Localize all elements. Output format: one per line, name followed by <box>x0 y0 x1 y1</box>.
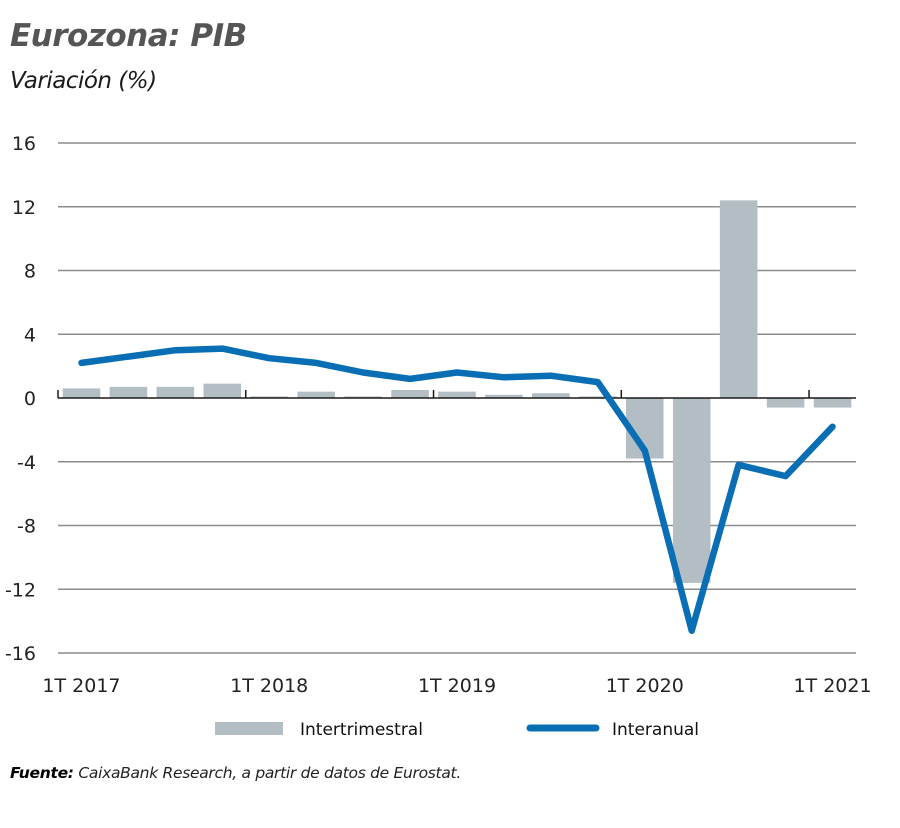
source-label: Fuente: <box>10 764 74 782</box>
bar <box>203 383 242 398</box>
bar <box>532 393 570 398</box>
chart-title: Eurozona: PIB <box>10 18 247 54</box>
bar <box>109 386 148 398</box>
line-series-interanual <box>78 345 836 634</box>
bar <box>672 398 711 583</box>
x-tick-label: 1T 2020 <box>606 675 684 697</box>
x-tick-label: 1T 2019 <box>418 675 496 697</box>
x-tick-label: 1T 2021 <box>793 675 871 697</box>
line-path <box>78 345 836 634</box>
x-tick-label: 1T 2017 <box>42 675 120 697</box>
bar <box>344 396 382 398</box>
x-tick-label: 1T 2018 <box>230 675 308 697</box>
bar <box>62 388 101 398</box>
source-text: CaixaBank Research, a partir de datos de… <box>73 764 461 782</box>
bar <box>766 398 805 408</box>
bar-series-intertrimestral <box>62 200 852 583</box>
x-axis-ticks: 1T 2017 1T 2018 1T 2019 1T 2020 1T 2021 <box>42 675 871 697</box>
legend: Intertrimestral Interanual <box>215 720 699 740</box>
y-tick-label: -12 <box>5 579 36 601</box>
bar <box>719 200 758 398</box>
chart-subtitle: Variación (%) <box>10 68 157 94</box>
legend-label-intertrimestral: Intertrimestral <box>300 720 423 740</box>
bar <box>438 391 476 398</box>
legend-label-interanual: Interanual <box>612 720 699 740</box>
y-tick-label: -16 <box>5 643 36 665</box>
bar <box>813 398 852 408</box>
y-tick-label: 8 <box>24 261 36 283</box>
bar <box>579 396 617 398</box>
source-note: Fuente: CaixaBank Research, a partir de … <box>10 764 461 782</box>
y-tick-label: 0 <box>24 388 36 410</box>
bar <box>297 391 335 398</box>
bar <box>391 390 429 398</box>
y-tick-label: 12 <box>12 197 36 219</box>
y-tick-label: 4 <box>24 324 36 346</box>
y-tick-label: -8 <box>17 516 36 538</box>
bar <box>250 396 289 398</box>
bar <box>156 386 195 398</box>
y-axis-ticks: 16 12 8 4 0 -4 -8 -12 -16 <box>5 133 36 665</box>
y-tick-label: 16 <box>12 133 36 155</box>
bar <box>485 394 523 398</box>
x-axis <box>57 390 856 399</box>
legend-swatch-intertrimestral <box>215 722 283 735</box>
y-tick-label: -4 <box>17 452 36 474</box>
